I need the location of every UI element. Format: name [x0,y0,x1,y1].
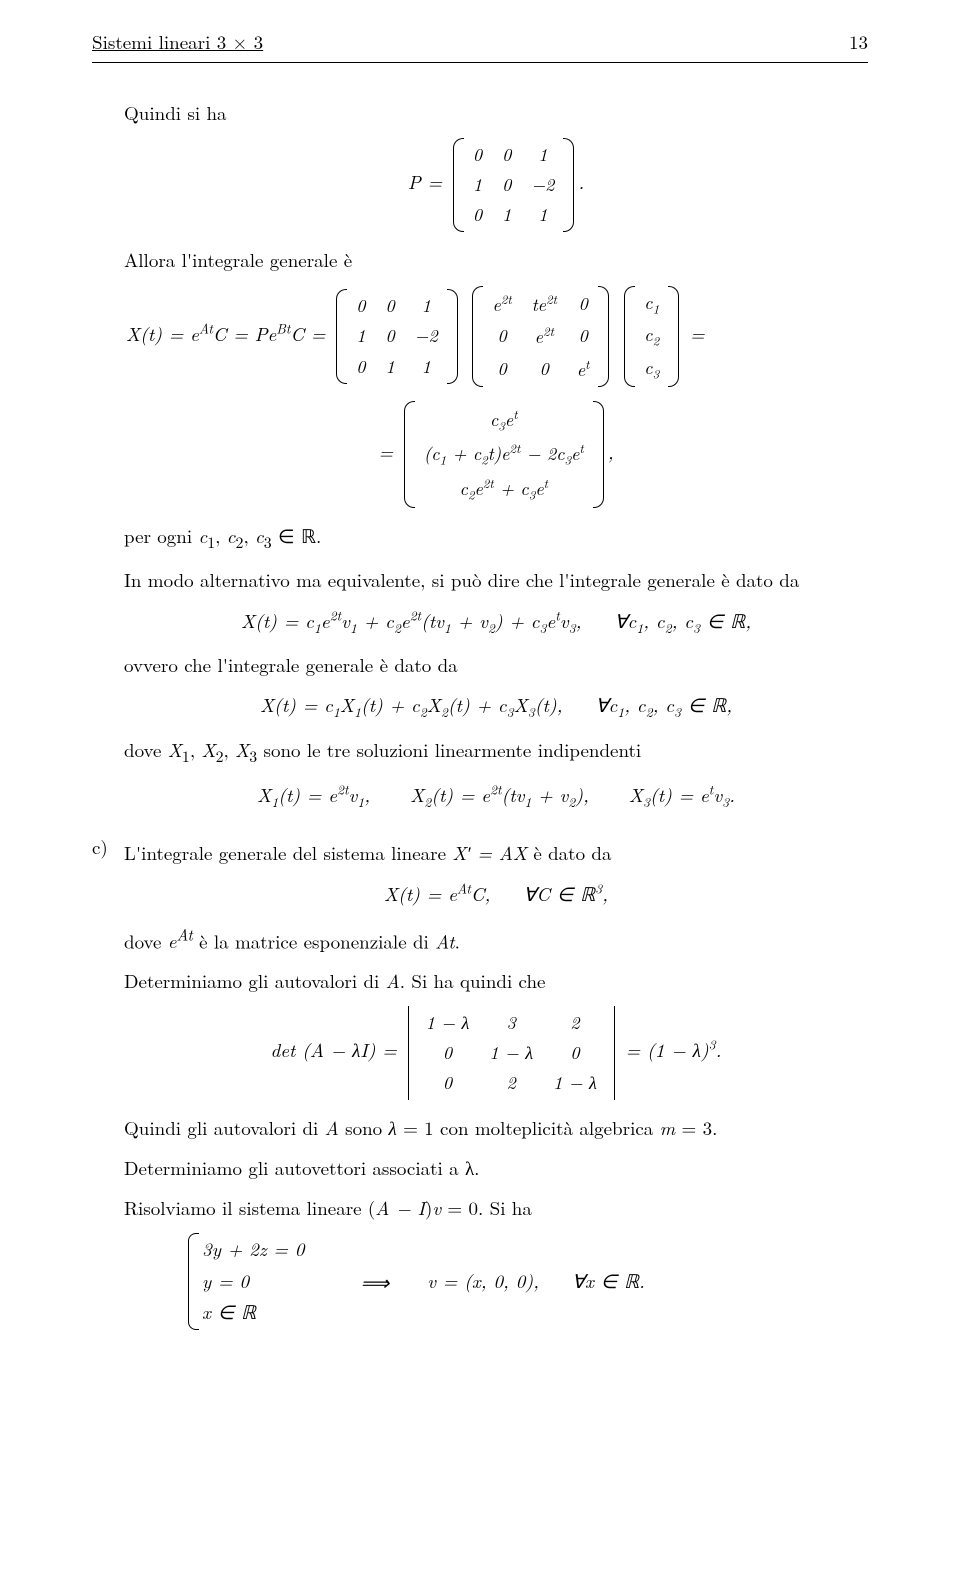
eq-P-lhs: P [408,168,421,195]
system-brace: 3y + 2z = 0 y = 0 x ∈ ℝ [184,1233,305,1330]
matrix-M3: c1 c2 c3 [624,286,679,387]
c-text1: L'integrale generale del sistema lineare… [124,839,868,867]
content-block: Quindi si ha P = 001 10−2 011 . Allora l… [124,99,868,812]
sys-row-1: 3y + 2z = 0 [202,1233,305,1265]
c-text3: Determiniamo gli autovalori di A. Si ha … [124,967,868,995]
c-text5: Determiniamo gli autovettori associati a… [124,1154,868,1182]
header-rule [92,62,868,63]
matrix-P: 001 10−2 011 [453,138,574,232]
c-eq-det: det (A − λI) = 1 − λ32 01 − λ0 021 − λ =… [124,1006,868,1100]
imply-icon: ⟹ [361,1267,390,1296]
c-text4: Quindi gli autovalori di A sono λ = 1 co… [124,1114,868,1142]
sys-row-2: y = 0 [202,1265,305,1297]
eq-Xt: X(t) = eAtC = PeBtC = 001 10−2 011 e2tte… [124,286,868,387]
eq-ovvero: X(t) = c1X1(t) + c2X2(t) + c3X3(t), ∀c1,… [124,691,868,722]
det-matrix: 1 − λ32 01 − λ0 021 − λ [408,1006,615,1100]
matrix-M4: c3et (c1 + c2t)e2t − 2c3et c2e2t + c3et [404,401,604,508]
page: Sistemi lineari 3 × 3 13 Quindi si ha P … [0,0,960,1585]
matrix-M1: 001 10−2 011 [336,289,457,383]
header-title: Sistemi lineari 3 × 3 [92,28,263,56]
text-allora: Allora l'integrale generale è [124,246,868,274]
text-alt-intro: In modo alternativo ma equivalente, si p… [124,566,868,594]
eq-P: P = 001 10−2 011 . [124,138,868,232]
c-system: 3y + 2z = 0 y = 0 x ∈ ℝ ⟹ v = (x, 0, 0),… [124,1233,868,1330]
text-quindi: Quindi si ha [124,99,868,127]
part-c-label: c) [92,833,116,1343]
c-eq1: X(t) = eAtC, ∀C ∈ ℝ3, [124,879,868,910]
eq-Xt-result: = c3et (c1 + c2t)e2t − 2c3et c2e2t + c3e… [124,401,868,508]
eq-solutions: X1(t) = e2tv1, X2(t) = e2t(tv1 + v2), X3… [124,779,868,811]
text-ovvero: ovvero che l'integrale generale è dato d… [124,651,868,679]
page-number: 13 [849,28,868,56]
sys-row-3: x ∈ ℝ [202,1296,305,1330]
c-text2: dove eAt è la matrice esponenziale di At… [124,924,868,955]
eq-alt: X(t) = c1e2tv1 + c2e2t(tv1 + v2) + c3etv… [124,605,868,637]
running-header: Sistemi lineari 3 × 3 13 [92,28,868,56]
text-per-ogni: per ogni c1, c2, c3 ∈ ℝ. [124,522,868,554]
matrix-M2: e2tte2t0 0e2t0 00et [472,286,609,386]
text-dove: dove X1, X2, X3 sono le tre soluzioni li… [124,736,868,768]
part-c: c) L'integrale generale del sistema line… [92,833,868,1343]
c-text6: Risolviamo il sistema lineare (A − I)v =… [124,1194,868,1222]
